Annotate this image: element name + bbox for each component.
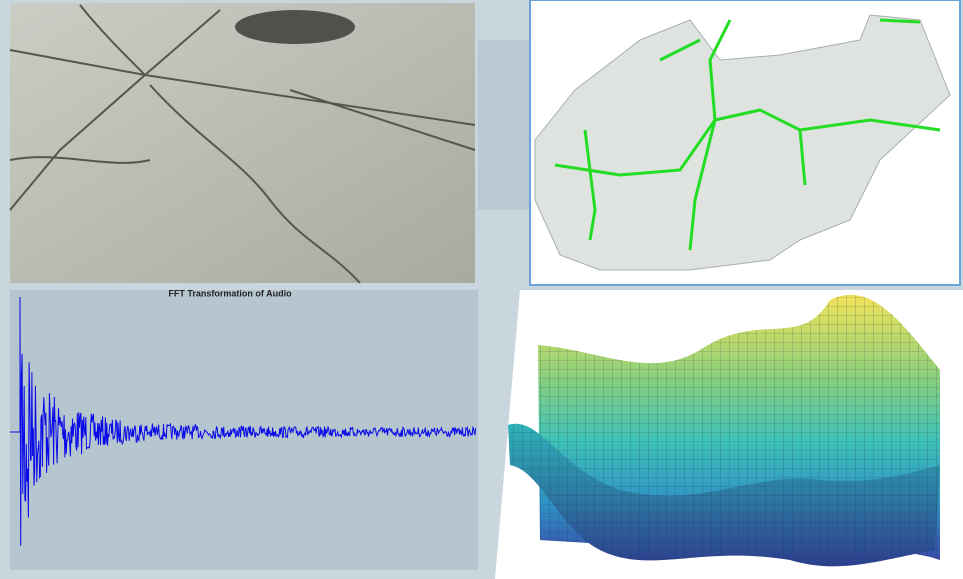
fft-title: FFT Transformation of Audio [168, 288, 292, 298]
fft-waveform [10, 296, 477, 546]
surface-plot [495, 290, 963, 579]
fft-plot: FFT Transformation of Audio [10, 288, 478, 570]
crack-map [529, 0, 961, 286]
background-panel [478, 40, 538, 210]
concrete-photo [9, 3, 476, 284]
